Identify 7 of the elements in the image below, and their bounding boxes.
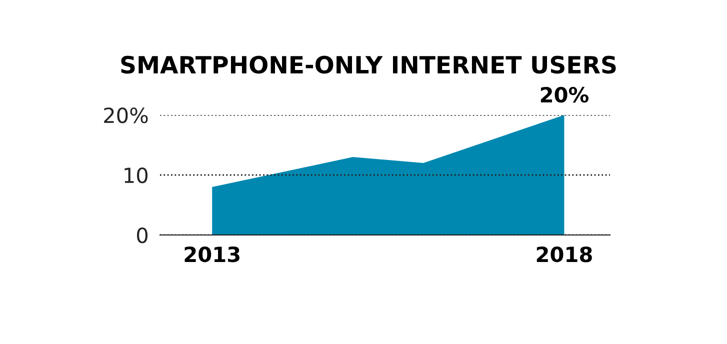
x-tick-label: 2013 xyxy=(184,246,240,262)
x-tick-label: 2018 xyxy=(536,246,592,262)
y-tick-label: 0 xyxy=(137,227,148,244)
annotation: 20% xyxy=(540,86,588,103)
y-tick-label: 20% xyxy=(104,107,148,124)
chart-title: SMARTPHONE-ONLY INTERNET USERS xyxy=(121,56,616,74)
y-tick-label: 10 xyxy=(124,167,148,184)
